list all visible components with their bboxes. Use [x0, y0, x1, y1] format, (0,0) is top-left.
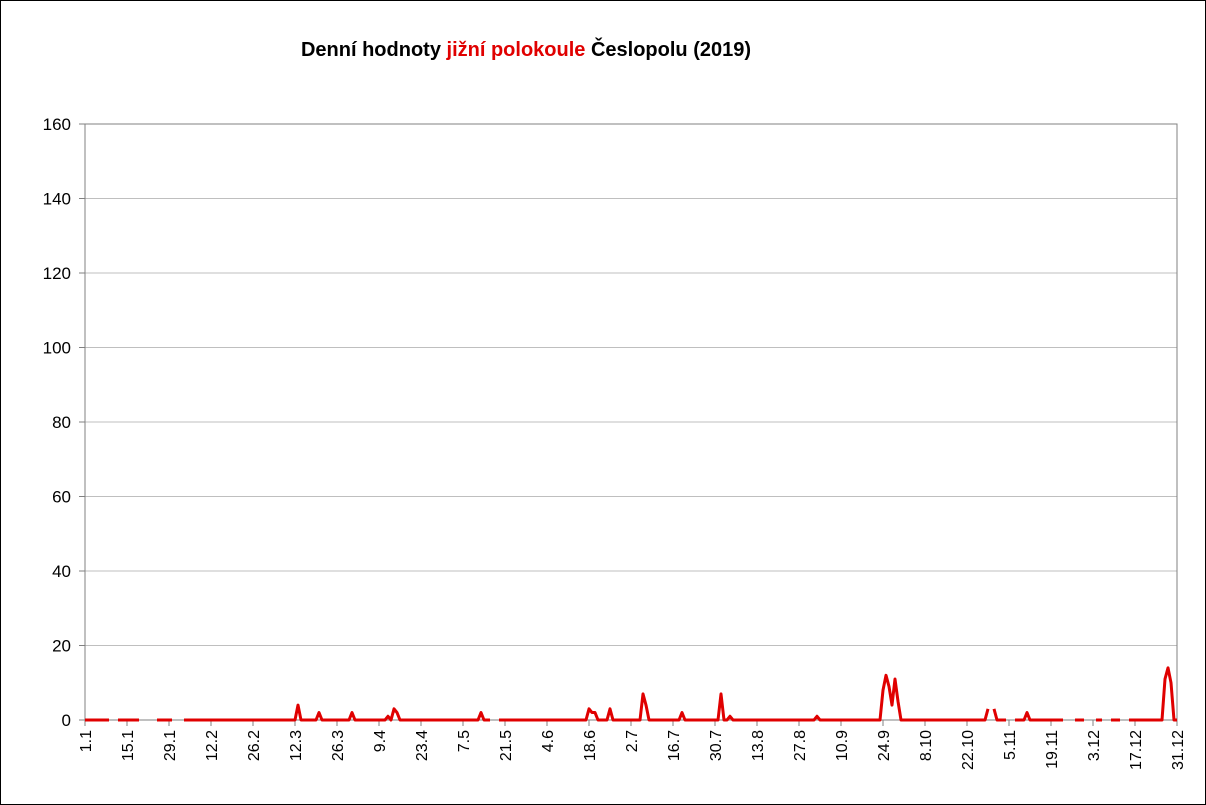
y-tick-label: 80	[52, 413, 71, 432]
x-tick-label: 26.3	[330, 730, 347, 761]
x-tick-label: 19.11	[1044, 730, 1061, 769]
x-tick-label: 3.12	[1086, 730, 1103, 761]
x-tick-label: 31.12	[1170, 730, 1187, 770]
gridlines	[85, 123, 1177, 646]
x-tick-label: 15.1	[120, 730, 137, 761]
x-tick-label: 12.3	[288, 730, 305, 761]
x-tick-label: 27.8	[792, 730, 809, 761]
y-tick-label: 120	[43, 264, 71, 283]
x-tick-label: 13.8	[750, 730, 767, 761]
x-tick-label: 22.10	[960, 730, 977, 770]
x-tick-label: 10.9	[834, 730, 851, 761]
x-tick-label: 1.1	[78, 730, 95, 752]
axes	[79, 123, 1178, 726]
y-tick-label: 100	[43, 339, 71, 358]
x-tick-label: 4.6	[540, 730, 557, 752]
x-tick-label: 16.7	[666, 730, 683, 761]
x-tick-label: 21.5	[498, 730, 515, 761]
y-tick-label: 0	[62, 711, 71, 730]
title-highlight: jižní polokoule	[446, 39, 586, 61]
x-tick-label: 23.4	[414, 730, 431, 761]
x-tick-label: 17.12	[1128, 730, 1145, 770]
x-tick-label: 24.9	[876, 730, 893, 761]
series-line	[85, 666, 1177, 722]
x-tick-label: 12.2	[204, 730, 221, 761]
x-tick-label: 8.10	[918, 730, 935, 761]
y-tick-label: 20	[52, 637, 71, 656]
y-tick-label: 140	[43, 190, 71, 209]
series-lines	[85, 666, 1177, 722]
y-tick-label: 60	[52, 488, 71, 507]
x-tick-labels: 1.1 15.1 29.1 12.2 26.2 12.3 26.3 9.4 23.4 7.5 21.…	[78, 730, 1187, 770]
title-prefix: Denní hodnoty	[300, 39, 447, 61]
x-tick-label: 29.1	[162, 730, 179, 761]
x-tick-label: 9.4	[372, 730, 389, 752]
x-tick-label: 30.7	[708, 730, 725, 761]
y-tick-labels: 0 20 40 60 80 100 120 140 160	[43, 115, 71, 730]
x-tick-label: 2.7	[624, 730, 641, 752]
x-tick-label: 18.6	[582, 730, 599, 761]
y-tick-label: 160	[43, 115, 71, 134]
x-tick-label: 7.5	[456, 730, 473, 752]
chart-title: Denní hodnoty jižní polokoule Česlopolu …	[1, 39, 1051, 62]
x-tick-label: 5.11	[1002, 730, 1019, 760]
y-tick-label: 40	[52, 562, 71, 581]
title-suffix: Česlopolu (2019)	[585, 39, 752, 61]
x-tick-label: 26.2	[246, 730, 263, 761]
